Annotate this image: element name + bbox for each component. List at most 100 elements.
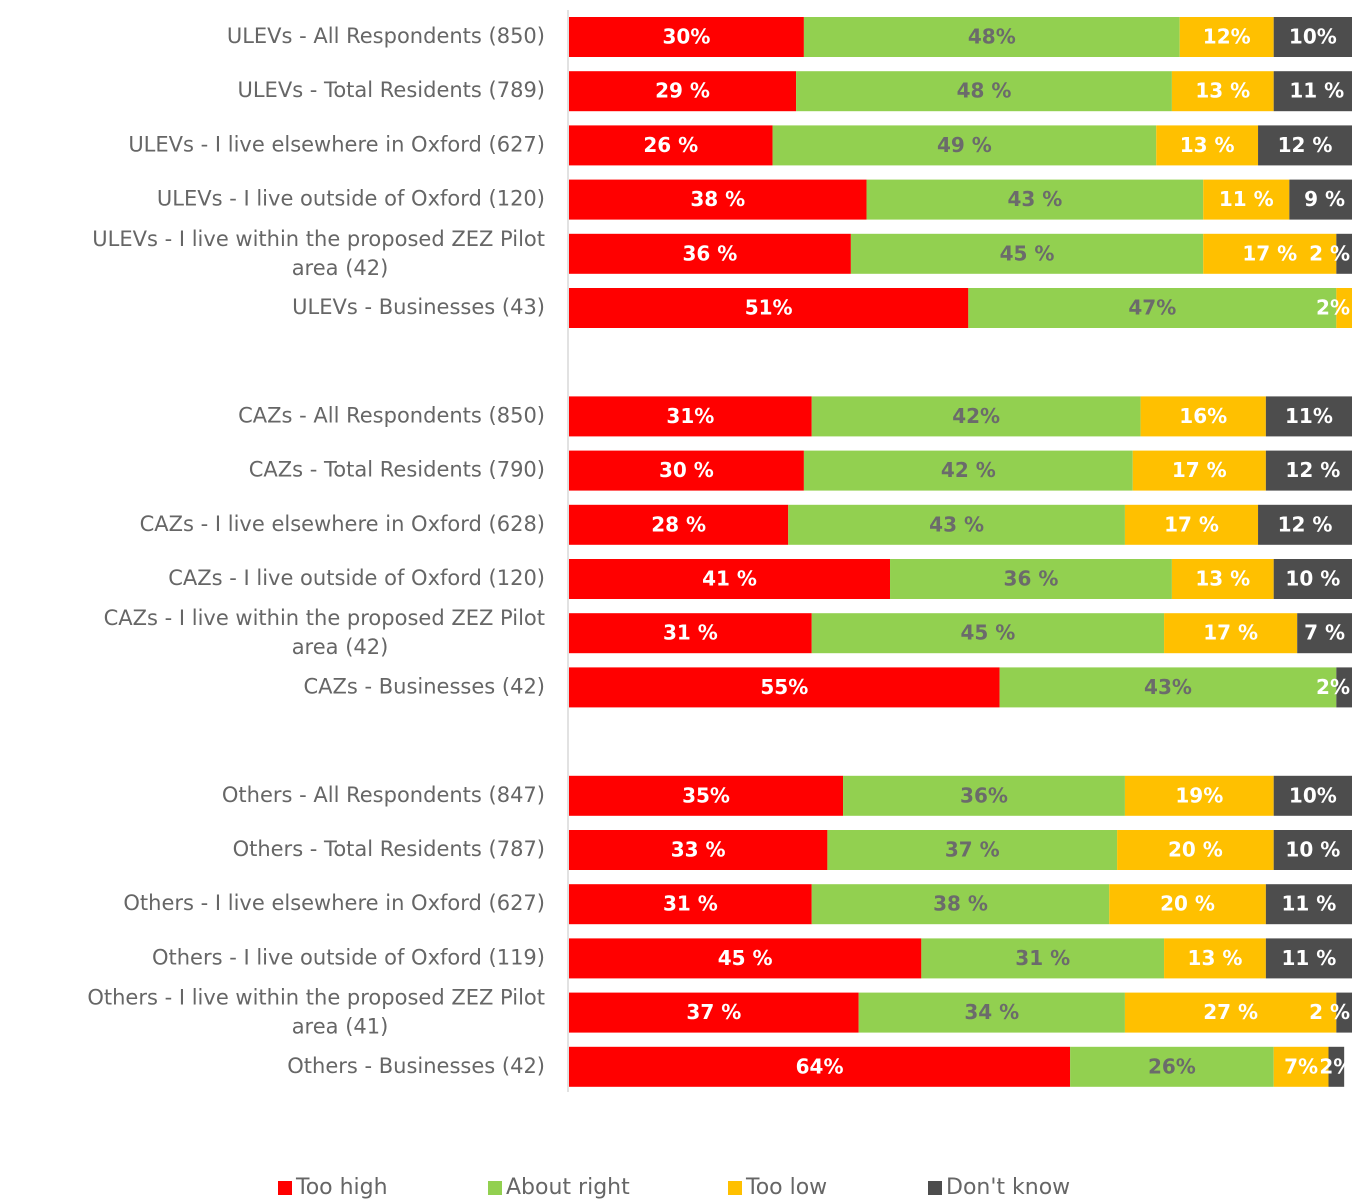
bar-segment <box>569 830 828 870</box>
bar-segment <box>1273 1046 1329 1087</box>
bar-segment <box>1164 938 1266 979</box>
bar-segment <box>569 125 773 166</box>
value-label: 48 % <box>957 79 1012 103</box>
bar-segment <box>1336 667 1352 708</box>
value-label: 17 % <box>1242 241 1297 265</box>
bar-segment <box>569 179 867 220</box>
value-label: 11 % <box>1289 79 1344 103</box>
value-label: 26 % <box>643 133 698 157</box>
value-label: 43 % <box>1007 187 1062 211</box>
legend-label: Don't know <box>946 1175 1070 1200</box>
legend-label: Too high <box>295 1175 388 1200</box>
value-label: 13 % <box>1195 79 1250 103</box>
value-label: 10 % <box>1285 838 1340 862</box>
bar-segment <box>569 559 891 599</box>
bar-segment <box>788 504 1125 545</box>
value-label: 37 % <box>686 1000 741 1024</box>
value-label: 45 % <box>718 946 773 970</box>
bar-segment <box>850 233 1204 274</box>
bar-segment <box>569 667 1000 708</box>
bar-segment <box>803 450 1133 491</box>
bar-segment <box>827 830 1118 870</box>
category-label: CAZs - I live within the proposed ZEZ Pi… <box>104 606 545 659</box>
bar-segment <box>569 288 969 328</box>
category-label: ULEVs - I live outside of Oxford (120) <box>157 187 545 211</box>
value-label: 41 % <box>702 567 757 591</box>
value-label: 30% <box>663 25 711 49</box>
bar-segment <box>1117 830 1274 870</box>
bar-segment <box>569 17 804 57</box>
bar-segment <box>1171 71 1274 112</box>
bar-segment <box>569 775 844 816</box>
value-label: 45 % <box>960 621 1015 645</box>
legend-swatch <box>728 1181 742 1195</box>
bar-segment <box>569 992 859 1033</box>
value-label: 12 % <box>1278 133 1333 157</box>
value-label: 49 % <box>937 133 992 157</box>
value-label: 7 % <box>1304 621 1345 645</box>
value-label: 2% <box>1316 296 1350 320</box>
value-label: 9 % <box>1304 187 1345 211</box>
category-label: Others - I live elsewhere in Oxford (627… <box>123 891 545 915</box>
value-label: 26% <box>1148 1054 1196 1078</box>
legend-swatch <box>928 1181 942 1195</box>
value-label: 43 % <box>929 512 984 536</box>
bar-segment <box>866 179 1204 220</box>
category-label: Others - I live within the proposed ZEZ … <box>87 986 545 1039</box>
bar-segment <box>569 233 851 274</box>
category-label: ULEVs - Total Residents (789) <box>237 78 545 102</box>
bar-segment <box>1265 938 1352 979</box>
value-label: 2 % <box>1309 241 1350 265</box>
bar-segment <box>811 613 1165 654</box>
category-label: Others - Businesses (42) <box>287 1054 545 1078</box>
bar-segment <box>569 504 789 545</box>
value-label: 37 % <box>945 838 1000 862</box>
value-label: 51% <box>745 296 793 320</box>
value-label: 31 % <box>663 621 718 645</box>
value-label: 36 % <box>1004 567 1059 591</box>
category-label: Others - All Respondents (847) <box>222 783 545 807</box>
bar-segment <box>1265 396 1352 437</box>
value-label: 2% <box>1319 1054 1352 1078</box>
value-label: 33 % <box>671 838 726 862</box>
value-label: 11 % <box>1282 892 1337 916</box>
bar-segment <box>1124 504 1259 545</box>
bar-segment <box>1336 233 1352 274</box>
bar-segment <box>968 288 1337 328</box>
legend-swatch <box>278 1181 292 1195</box>
bar-segment <box>811 884 1110 925</box>
value-label: 36 % <box>683 241 738 265</box>
bar-segment <box>1109 884 1266 925</box>
value-label: 12 % <box>1278 512 1333 536</box>
bar-segment <box>858 992 1125 1033</box>
value-label: 17 % <box>1172 458 1227 482</box>
value-label: 10 % <box>1285 567 1340 591</box>
category-label: CAZs - I live outside of Oxford (120) <box>168 566 545 590</box>
value-label: 31% <box>666 404 714 428</box>
bar-segment <box>1273 71 1352 112</box>
value-label: 47% <box>1128 296 1176 320</box>
value-label: 7% <box>1284 1054 1318 1078</box>
bar-segment <box>1171 559 1274 599</box>
bar-segment <box>1124 775 1274 816</box>
bar-segment <box>1258 125 1352 166</box>
bar-segment <box>569 71 797 112</box>
bar-segment <box>1336 288 1352 328</box>
bar-segment <box>1132 450 1266 491</box>
legend-swatch <box>488 1181 502 1195</box>
legend-label: About right <box>506 1175 630 1200</box>
value-label: 13 % <box>1195 567 1250 591</box>
bar-segment <box>1265 884 1352 925</box>
value-label: 12 % <box>1285 458 1340 482</box>
bar-segment <box>1273 17 1352 57</box>
bar-segment <box>1156 125 1259 166</box>
value-label: 30 % <box>659 458 714 482</box>
bar-segment <box>796 71 1172 112</box>
value-label: 35% <box>682 783 730 807</box>
value-label: 28 % <box>651 512 706 536</box>
bar-segment <box>569 1046 1071 1087</box>
bar-segment <box>1124 992 1337 1033</box>
bar-segment <box>1164 613 1298 654</box>
value-label: 48% <box>968 25 1016 49</box>
category-label: CAZs - All Respondents (850) <box>238 403 545 427</box>
